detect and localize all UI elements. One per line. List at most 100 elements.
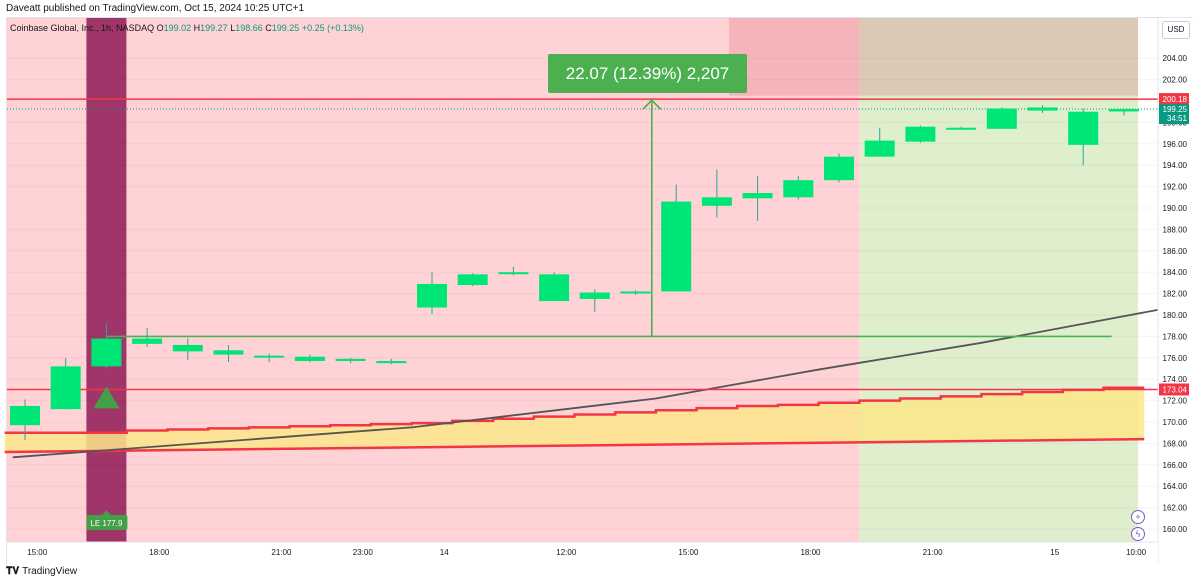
candle [661,184,692,292]
candle-body [132,338,163,344]
high-label: H [193,23,201,33]
entry-label-box [86,515,128,530]
last-price-tag [1159,104,1189,125]
x-tick-label: 12:00 [556,548,577,557]
candle-body [91,338,122,367]
y-tick-label: 184.00 [1163,268,1188,277]
candle-body [498,272,529,275]
candle [213,344,244,363]
zone-dark-red [729,18,860,96]
candle [986,107,1017,129]
high-value: 199.27 [200,23,228,33]
x-tick-label: 18:00 [800,548,821,557]
candle-body [742,193,773,199]
candle-body [376,361,407,364]
price-tag [1159,93,1189,106]
candle [1108,108,1139,116]
candle [701,169,732,218]
x-tick-label: 18:00 [149,548,170,557]
x-tick-label: 14 [440,548,449,557]
candle [335,357,366,364]
candle-body [620,291,651,294]
tradingview-logo-icon[interactable]: 𝐓𝐕 [6,566,20,577]
candle-body [294,356,325,362]
candle-body [946,127,977,130]
y-tick-label: 188.00 [1163,225,1188,234]
y-tick-label: 164.00 [1163,482,1188,491]
x-tick-label: 23:00 [353,548,374,557]
low-value: 198.66 [235,23,263,33]
candle-body [824,156,854,181]
currency-button[interactable]: USD [1162,21,1190,39]
y-tick-label: 194.00 [1163,161,1188,170]
candle-body [254,355,285,358]
y-tick-label: 170.00 [1163,418,1188,427]
measure-arrowhead [642,99,662,110]
zone-red [7,18,860,542]
price-tag [1159,383,1189,396]
plus-icon[interactable]: + [1131,510,1145,524]
y-tick-label: 174.00 [1163,375,1188,384]
change-value: +0.25 (+0.13%) [301,23,364,33]
time-axis [7,542,1158,564]
brand-name: TradingView [22,566,78,577]
x-tick-label: 15 [1050,548,1059,557]
candle [91,323,122,369]
candle-body [539,274,570,302]
candle-body [10,405,40,426]
candle-body [661,201,692,292]
x-tick-label: 15:00 [678,548,699,557]
y-tick-label: 182.00 [1163,290,1188,299]
open-value: 199.02 [163,23,192,33]
symbol-legend: Coinbase Global, Inc., 1h, NASDAQ O199.0… [10,23,364,33]
y-tick-label: 162.00 [1163,504,1188,513]
candle-body [1068,111,1099,145]
y-tick-label: 204.00 [1163,54,1188,63]
band-lower-line [4,437,1145,454]
price-tag-label: 173.04 [1163,385,1188,394]
last-price-label: 199.25 [1163,105,1188,114]
close-value: 199.25 [271,23,300,33]
y-tick-label: 166.00 [1163,461,1188,470]
close-label: C [265,23,272,33]
entry-label-text: LE 177.9 [90,519,123,528]
footer: 𝐓𝐕 TradingView [6,566,77,577]
candle [783,175,814,200]
candle-body [1027,107,1058,111]
y-tick-label: 176.00 [1163,354,1188,363]
symbol-title[interactable]: Coinbase Global, Inc., 1h, NASDAQ [10,23,155,33]
candle-body [417,283,447,308]
candle [905,125,936,143]
lightning-icon[interactable]: ϟ [1131,527,1145,541]
candle-body [1108,109,1139,112]
candle-body [905,126,936,142]
candle [864,127,895,157]
candle [539,272,570,302]
y-tick-label: 178.00 [1163,332,1188,341]
y-tick-label: 168.00 [1163,439,1188,448]
candle-body [213,350,244,355]
candle-body [986,108,1017,129]
y-tick-label: 192.00 [1163,183,1188,192]
y-tick-label: 190.00 [1163,204,1188,213]
candle [132,327,163,348]
open-label: O [156,23,164,33]
x-tick-label: 10:00 [1126,548,1147,557]
long-entry-marker [93,386,120,409]
candle-body [172,344,203,352]
signal-bar-highlight [86,18,127,542]
x-tick-label: 21:00 [923,548,944,557]
candle-body [457,274,488,286]
candle-body [783,180,814,198]
y-tick-label: 202.00 [1163,76,1188,85]
candle [1027,105,1058,113]
candle-body [701,197,732,206]
price-tag-label: 200.18 [1163,95,1188,104]
zone-green [859,18,1138,542]
candle-body [864,140,895,157]
candle [498,266,529,276]
candle [417,272,447,314]
candle [742,175,773,221]
candle [824,153,854,183]
